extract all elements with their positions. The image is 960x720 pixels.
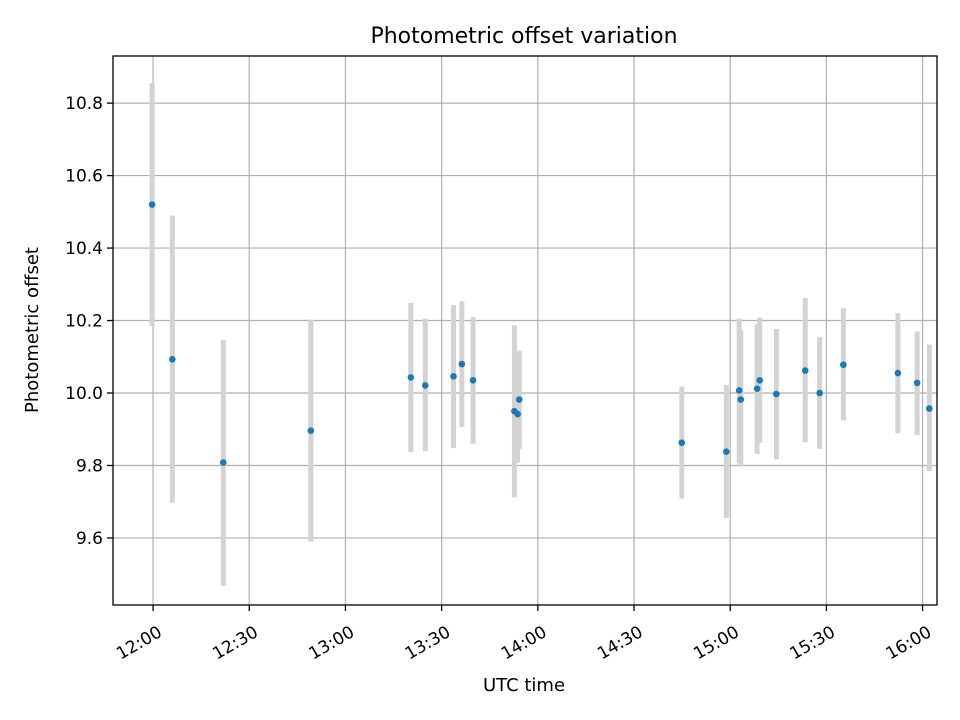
data-point [450,373,457,380]
data-point [307,427,315,434]
y-tick-label: 10.0 [65,384,103,404]
data-points [148,201,933,466]
y-tick-label: 9.8 [76,456,103,476]
grid [113,56,937,605]
x-axis-ticks: 12:00 12:30 13:00 13:30 14:00 14:30 15:00 15:30… [113,605,935,664]
data-point [756,377,763,384]
y-tick-label: 10.6 [65,167,103,187]
plot-area-frame [112,55,938,606]
data-point [773,390,780,398]
y-tick-label: 10.2 [65,312,103,332]
data-point [816,389,823,397]
data-point [723,448,730,456]
x-tick-label: 13:30 [402,622,454,664]
y-tick-label: 10.4 [65,239,103,259]
x-axis-label: UTC time [483,675,565,696]
x-tick-label: 12:00 [113,622,165,664]
data-point [515,396,523,403]
data-point [840,361,847,369]
y-axis-label: Photometric offset [22,247,43,413]
x-tick-label: 15:30 [786,622,838,664]
data-point [421,382,429,389]
data-point [801,367,809,374]
data-point [469,377,477,384]
data-point [735,387,743,394]
data-point [148,201,156,208]
data-point [514,410,521,418]
data-point [458,360,466,368]
x-tick-label: 14:00 [498,622,550,664]
data-point [678,439,686,446]
x-tick-label: 15:00 [690,622,742,664]
data-point [169,356,176,363]
x-tick-label: 12:30 [209,622,261,664]
data-point [913,379,921,387]
x-tick-label: 13:00 [306,622,358,664]
data-point [926,405,933,412]
chart-title: Photometric offset variation [370,24,677,49]
data-point [407,374,415,381]
y-tick-label: 9.6 [76,529,103,549]
y-axis-ticks: 9.6 9.8 10.0 10.2 10.4 10.6 10.8 [65,94,113,549]
data-point [894,369,902,377]
data-point [737,396,745,403]
error-bars [149,83,932,586]
x-tick-label: 16:00 [883,622,935,664]
y-tick-label: 10.8 [65,94,103,114]
data-point [219,459,227,466]
x-tick-label: 14:30 [594,622,646,664]
data-point [753,385,761,392]
